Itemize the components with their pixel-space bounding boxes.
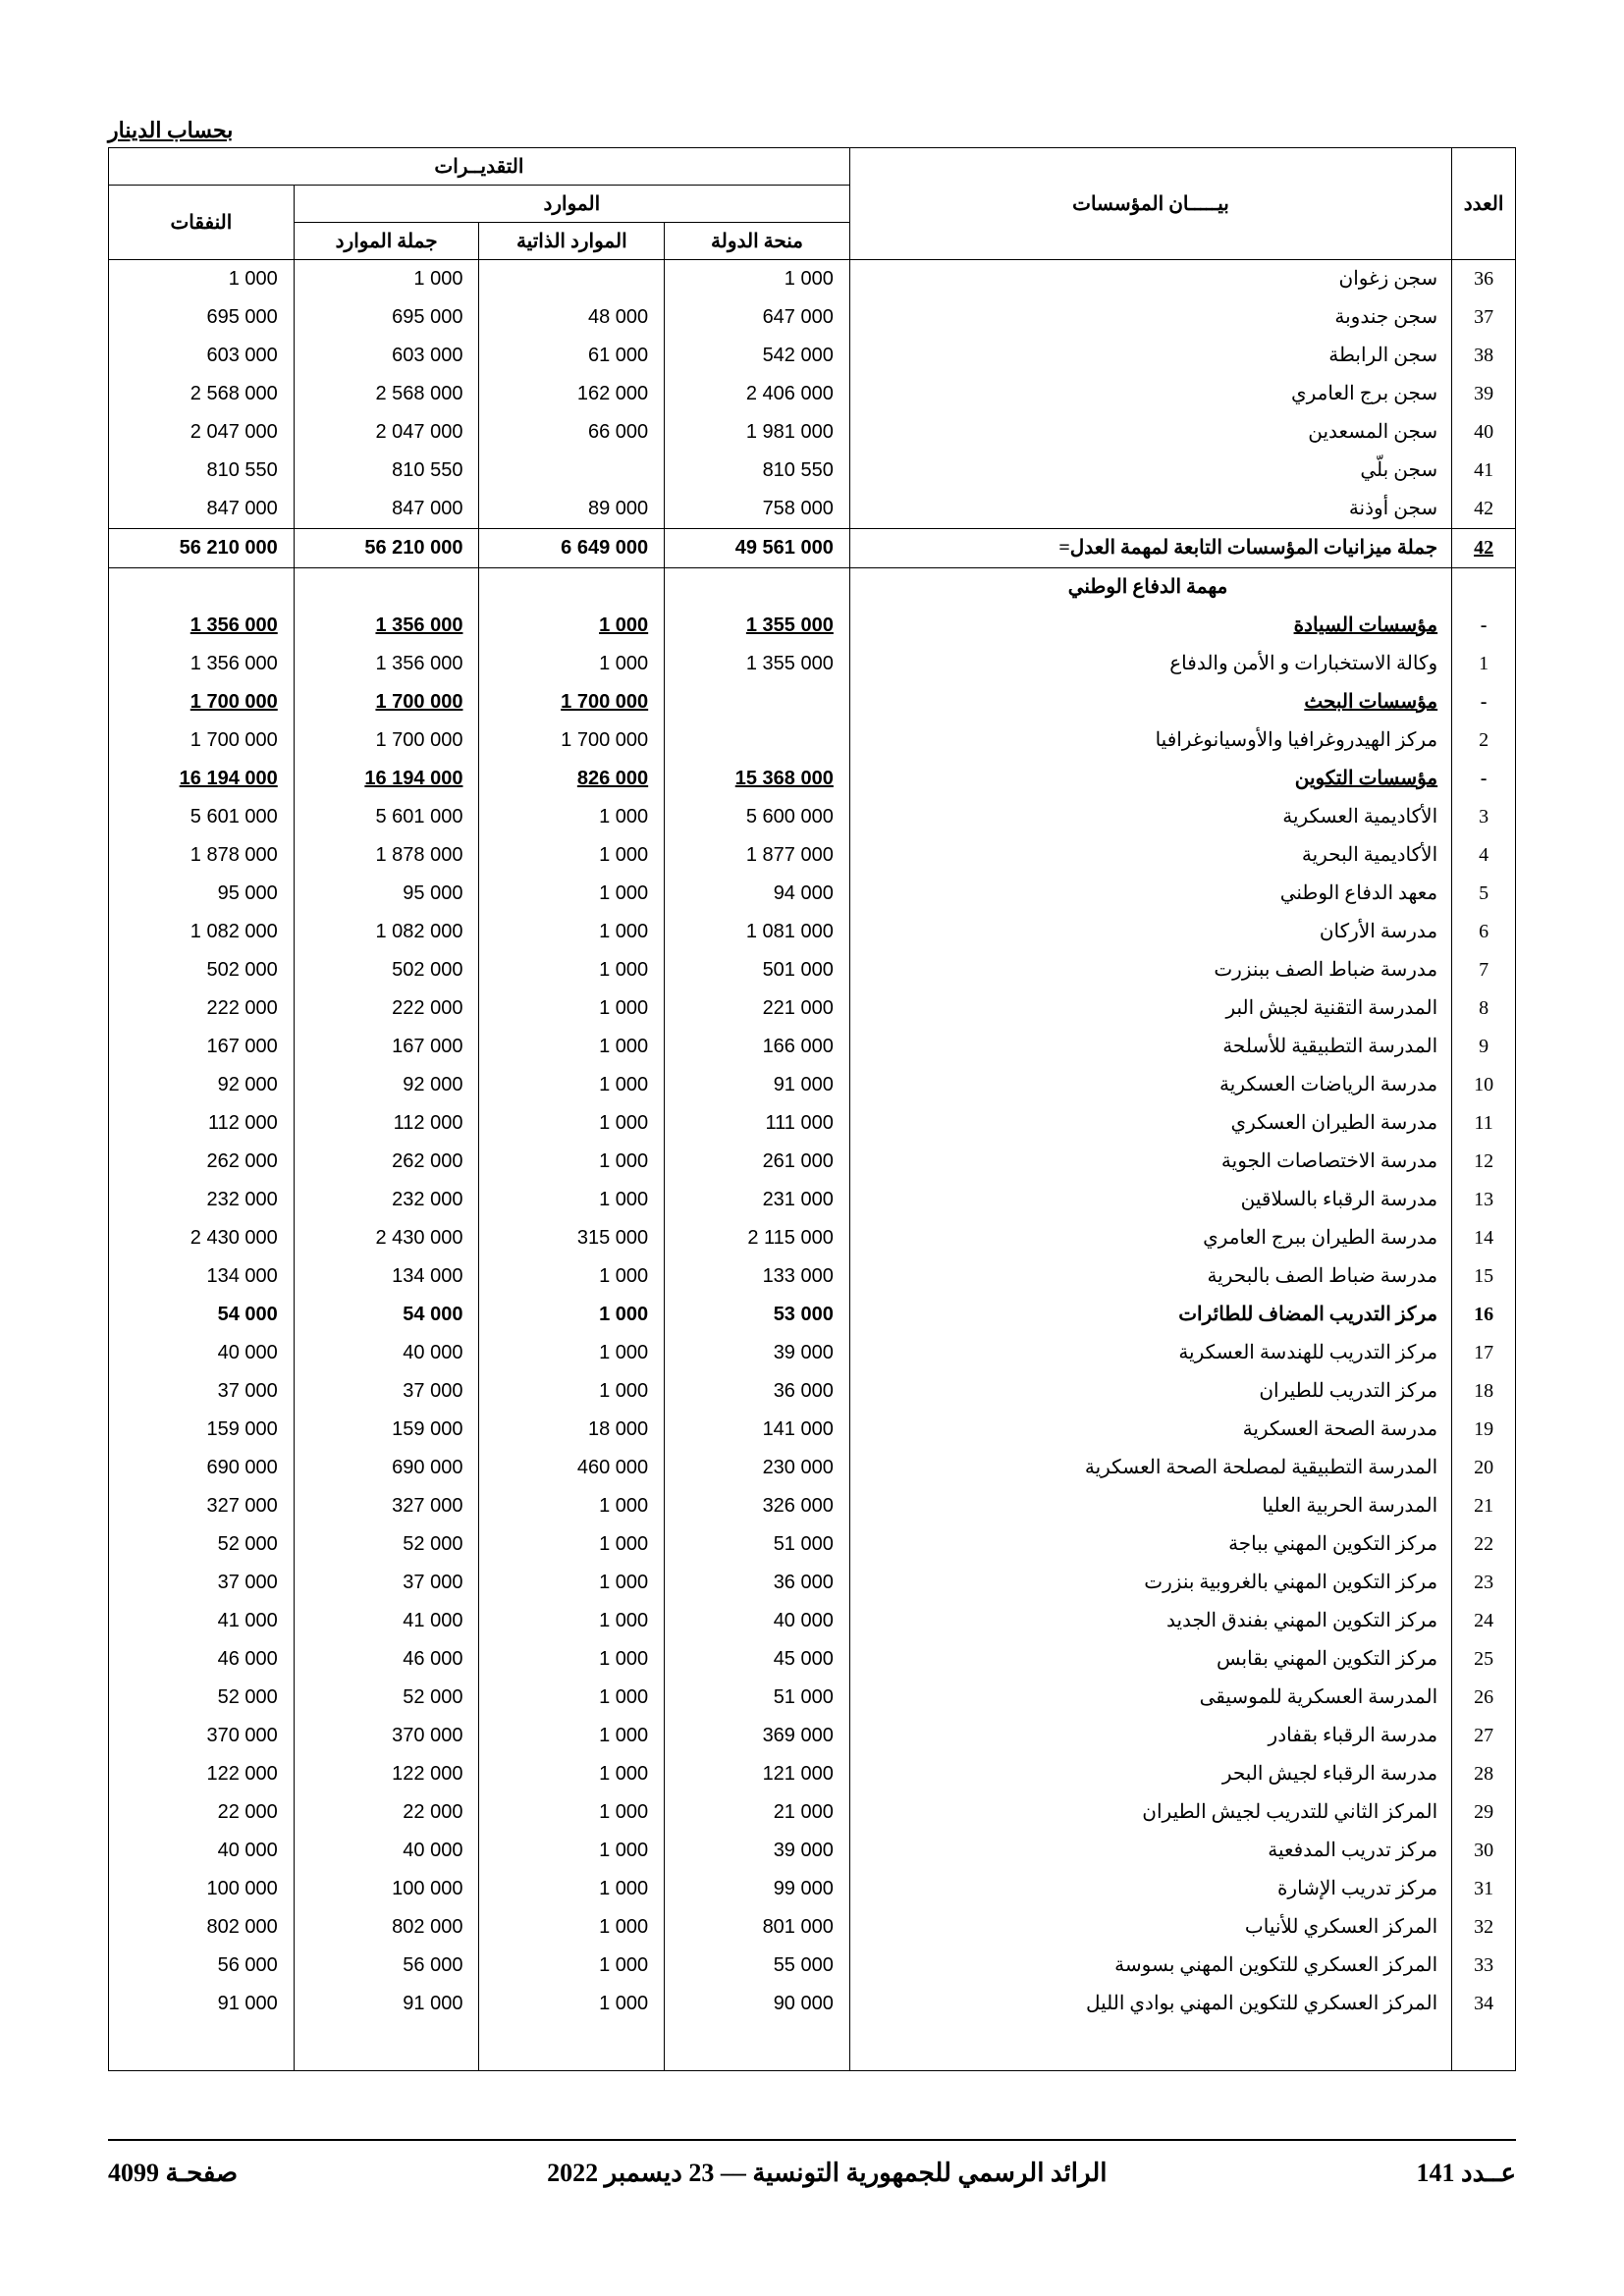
unit-label: بحساب الدينار	[108, 118, 1516, 143]
table-row: 31مركز تدريب الإشارة99 0001 000100 00010…	[109, 1870, 1516, 1908]
table-row: 25مركز التكوين المهني بقابس45 0001 00046…	[109, 1640, 1516, 1679]
table-row: 16مركز التدريب المضاف للطائرات53 0001 00…	[109, 1296, 1516, 1334]
hdr-state-grant: منحة الدولة	[665, 223, 850, 260]
table-row: 10مدرسة الرياضات العسكرية91 0001 00092 0…	[109, 1066, 1516, 1104]
hdr-estimates: التقديــرات	[109, 148, 850, 186]
table-row: 37سجن جندوبة647 00048 000695 000695 000	[109, 298, 1516, 337]
page-footer: عــدد 141 الرائد الرسمي للجمهورية التونس…	[108, 2139, 1516, 2188]
table-row: 42جملة ميزانيات المؤسسات التابعة لمهمة ا…	[109, 529, 1516, 568]
table-row: 17مركز التدريب للهندسة العسكرية39 0001 0…	[109, 1334, 1516, 1372]
hdr-resources: الموارد	[294, 186, 849, 223]
table-row: 39سجن برج العامري2 406 000162 0002 568 0…	[109, 375, 1516, 413]
table-row: 8المدرسة التقنية لجيش البر221 0001 00022…	[109, 989, 1516, 1028]
table-row: 42سجن أوذنة758 00089 000847 000847 000	[109, 490, 1516, 529]
table-body: 36سجن زغوان1 0001 0001 00037سجن جندوبة64…	[109, 260, 1516, 2071]
subheader-row: مؤسسات التكوين15 368 000826 00016 194 00…	[109, 760, 1516, 798]
footer-center: الرائد الرسمي للجمهورية التونسية –– 23 د…	[547, 2159, 1107, 2188]
subheader-row: مؤسسات السيادة1 355 0001 0001 356 0001 3…	[109, 607, 1516, 645]
table-row: 23مركز التكوين المهني بالغروبية بنزرت36 …	[109, 1564, 1516, 1602]
table-row: 14مدرسة الطيران ببرج العامري2 115 000315…	[109, 1219, 1516, 1257]
hdr-num: العدد	[1452, 148, 1516, 260]
footer-page: صفحـة 4099	[108, 2159, 238, 2188]
table-row: 19مدرسة الصحة العسكرية141 00018 000159 0…	[109, 1411, 1516, 1449]
budget-table: العدد بيـــــان المؤسسات التقديــرات الم…	[108, 147, 1516, 2071]
table-row: 9المدرسة التطبيقية للأسلحة166 0001 00016…	[109, 1028, 1516, 1066]
table-row: 7مدرسة ضباط الصف ببنزرت501 0001 000502 0…	[109, 951, 1516, 989]
table-row: 29المركز الثاني للتدريب لجيش الطيران21 0…	[109, 1793, 1516, 1832]
table-row: 38سجن الرابطة542 00061 000603 000603 000	[109, 337, 1516, 375]
table-row: 22مركز التكوين المهني بباجة51 0001 00052…	[109, 1525, 1516, 1564]
table-row: 4الأكاديمية البحرية1 877 0001 0001 878 0…	[109, 836, 1516, 875]
table-header: العدد بيـــــان المؤسسات التقديــرات الم…	[109, 148, 1516, 260]
table-row: 32المركز العسكري للأنياب801 0001 000802 …	[109, 1908, 1516, 1947]
table-row: 6مدرسة الأركان1 081 0001 0001 082 0001 0…	[109, 913, 1516, 951]
table-row: 36سجن زغوان1 0001 0001 000	[109, 260, 1516, 299]
table-row: 20المدرسة التطبيقية لمصلحة الصحة العسكري…	[109, 1449, 1516, 1487]
table-row: 34المركز العسكري للتكوين المهني بوادي ال…	[109, 1985, 1516, 2023]
table-row: 3الأكاديمية العسكرية5 600 0001 0005 601 …	[109, 798, 1516, 836]
hdr-own-res: الموارد الذاتية	[479, 223, 665, 260]
table-row: 41سجن بلّي810 550810 550810 550	[109, 452, 1516, 490]
table-row: 30مركز تدريب المدفعية39 0001 00040 00040…	[109, 1832, 1516, 1870]
table-row: 24مركز التكوين المهني بفندق الجديد40 000…	[109, 1602, 1516, 1640]
table-row: 26المدرسة العسكرية للموسيقى51 0001 00052…	[109, 1679, 1516, 1717]
hdr-expenses: النفقات	[109, 186, 295, 260]
table-row: 40سجن المسعدين1 981 00066 0002 047 0002 …	[109, 413, 1516, 452]
table-row: 27مدرسة الرقباء بقفادر369 0001 000370 00…	[109, 1717, 1516, 1755]
table-row: 28مدرسة الرقباء لجيش البحر121 0001 00012…	[109, 1755, 1516, 1793]
table-row: 21المدرسة الحربية العليا326 0001 000327 …	[109, 1487, 1516, 1525]
table-row: 13مدرسة الرقباء بالسلاقين231 0001 000232…	[109, 1181, 1516, 1219]
hdr-name: بيـــــان المؤسسات	[849, 148, 1451, 260]
table-row: 2مركز الهيدروغرافيا والأوسيانوغرافيا1 70…	[109, 721, 1516, 760]
table-row: 11مدرسة الطيران العسكري111 0001 000112 0…	[109, 1104, 1516, 1143]
table-row: 1وكالة الاستخبارات و الأمن والدفاع1 355 …	[109, 645, 1516, 683]
section-title-row: مهمة الدفاع الوطني	[109, 568, 1516, 608]
footer-issue: عــدد 141	[1417, 2159, 1516, 2188]
hdr-total-res: جملة الموارد	[294, 223, 479, 260]
table-row: 18مركز التدريب للطيران36 0001 00037 0003…	[109, 1372, 1516, 1411]
table-row: 33المركز العسكري للتكوين المهني بسوسة55 …	[109, 1947, 1516, 1985]
table-row: 12مدرسة الاختصاصات الجوية261 0001 000262…	[109, 1143, 1516, 1181]
subheader-row: مؤسسات البحث1 700 0001 700 0001 700 000	[109, 683, 1516, 721]
table-row: 15مدرسة ضباط الصف بالبحرية133 0001 00013…	[109, 1257, 1516, 1296]
table-row: 5معهد الدفاع الوطني94 0001 00095 00095 0…	[109, 875, 1516, 913]
